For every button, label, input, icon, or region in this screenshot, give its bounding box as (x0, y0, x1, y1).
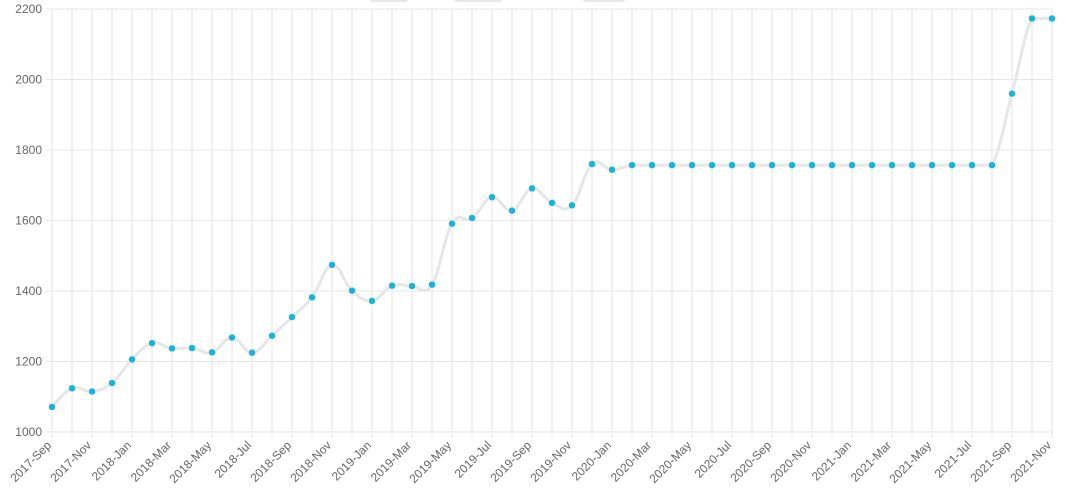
x-tick-label: 2018-Sep (247, 438, 294, 485)
data-point[interactable] (188, 344, 196, 352)
x-tick-label: 2021-Sep (967, 438, 1014, 485)
data-point[interactable] (648, 161, 656, 169)
data-point[interactable] (608, 165, 616, 174)
x-tick-label: 2019-Sep (487, 438, 534, 485)
data-point[interactable] (688, 161, 696, 169)
y-tick-label: 1200 (15, 355, 42, 369)
x-tick-label: 2018-Jan (89, 438, 134, 483)
x-tick-label: 2021-May (886, 438, 934, 486)
data-point[interactable] (328, 261, 336, 269)
data-point[interactable] (948, 161, 956, 169)
legend-swatch[interactable] (370, 0, 408, 2)
data-point[interactable] (828, 161, 836, 169)
data-point[interactable] (468, 214, 476, 222)
x-tick-label: 2017-Nov (47, 438, 94, 485)
x-tick-label: 2020-Sep (727, 438, 774, 485)
x-tick-label: 2017-Sep (7, 438, 54, 485)
data-point[interactable] (428, 280, 436, 289)
data-point[interactable] (868, 161, 876, 169)
data-point[interactable] (388, 281, 396, 290)
data-point[interactable] (248, 348, 256, 357)
legend-swatch[interactable] (583, 0, 625, 2)
data-point[interactable] (448, 219, 456, 228)
data-point[interactable] (968, 161, 976, 169)
legend-swatch[interactable] (454, 0, 502, 2)
data-point[interactable] (1048, 14, 1056, 23)
data-point[interactable] (668, 161, 676, 169)
data-point[interactable] (588, 160, 596, 168)
x-tick-label: 2020-Nov (767, 438, 814, 485)
x-tick-label: 2018-Nov (287, 438, 334, 485)
data-point[interactable] (768, 161, 776, 169)
data-point[interactable] (228, 333, 236, 342)
data-point[interactable] (528, 184, 536, 193)
data-point[interactable] (268, 332, 276, 340)
data-point[interactable] (928, 161, 936, 169)
x-tick-label: 2020-Jan (569, 438, 614, 483)
data-point[interactable] (908, 161, 916, 169)
x-tick-label: 2018-May (166, 438, 214, 486)
data-point[interactable] (808, 161, 816, 169)
data-point[interactable] (148, 339, 156, 347)
data-point[interactable] (128, 355, 136, 364)
data-point[interactable] (1008, 89, 1016, 98)
data-point[interactable] (88, 387, 96, 396)
y-tick-label: 2200 (15, 2, 42, 16)
y-tick-label: 1400 (15, 284, 42, 298)
data-point[interactable] (628, 161, 636, 169)
x-tick-label: 2019-May (406, 438, 454, 486)
data-point[interactable] (68, 384, 76, 393)
data-point[interactable] (848, 161, 856, 169)
data-point[interactable] (168, 344, 176, 353)
data-point[interactable] (368, 297, 376, 305)
data-point[interactable] (748, 161, 756, 169)
x-tick-label: 2019-Jan (329, 438, 374, 483)
y-tick-label: 1800 (15, 143, 42, 157)
y-tick-label: 2000 (15, 73, 42, 87)
y-tick-label: 1000 (15, 425, 42, 439)
data-point[interactable] (488, 193, 496, 201)
data-point[interactable] (288, 313, 296, 321)
x-tick-label: 2020-May (646, 438, 694, 486)
data-point[interactable] (1028, 14, 1036, 23)
data-point[interactable] (48, 403, 56, 411)
data-point[interactable] (108, 379, 116, 387)
data-point[interactable] (568, 201, 576, 210)
data-point[interactable] (208, 348, 216, 357)
data-point[interactable] (888, 161, 896, 169)
x-tick-label: 2019-Nov (527, 438, 574, 485)
data-point[interactable] (508, 206, 516, 215)
data-point[interactable] (728, 161, 736, 169)
x-tick-label: 2021-Nov (1007, 438, 1054, 485)
data-point[interactable] (308, 293, 316, 302)
data-point[interactable] (708, 161, 716, 169)
x-tick-label: 2021-Jan (809, 438, 854, 483)
data-point[interactable] (348, 286, 356, 295)
y-tick-label: 1600 (15, 214, 42, 228)
data-point[interactable] (988, 161, 996, 169)
data-point[interactable] (788, 161, 796, 169)
data-point[interactable] (548, 199, 556, 207)
data-point[interactable] (408, 282, 416, 290)
